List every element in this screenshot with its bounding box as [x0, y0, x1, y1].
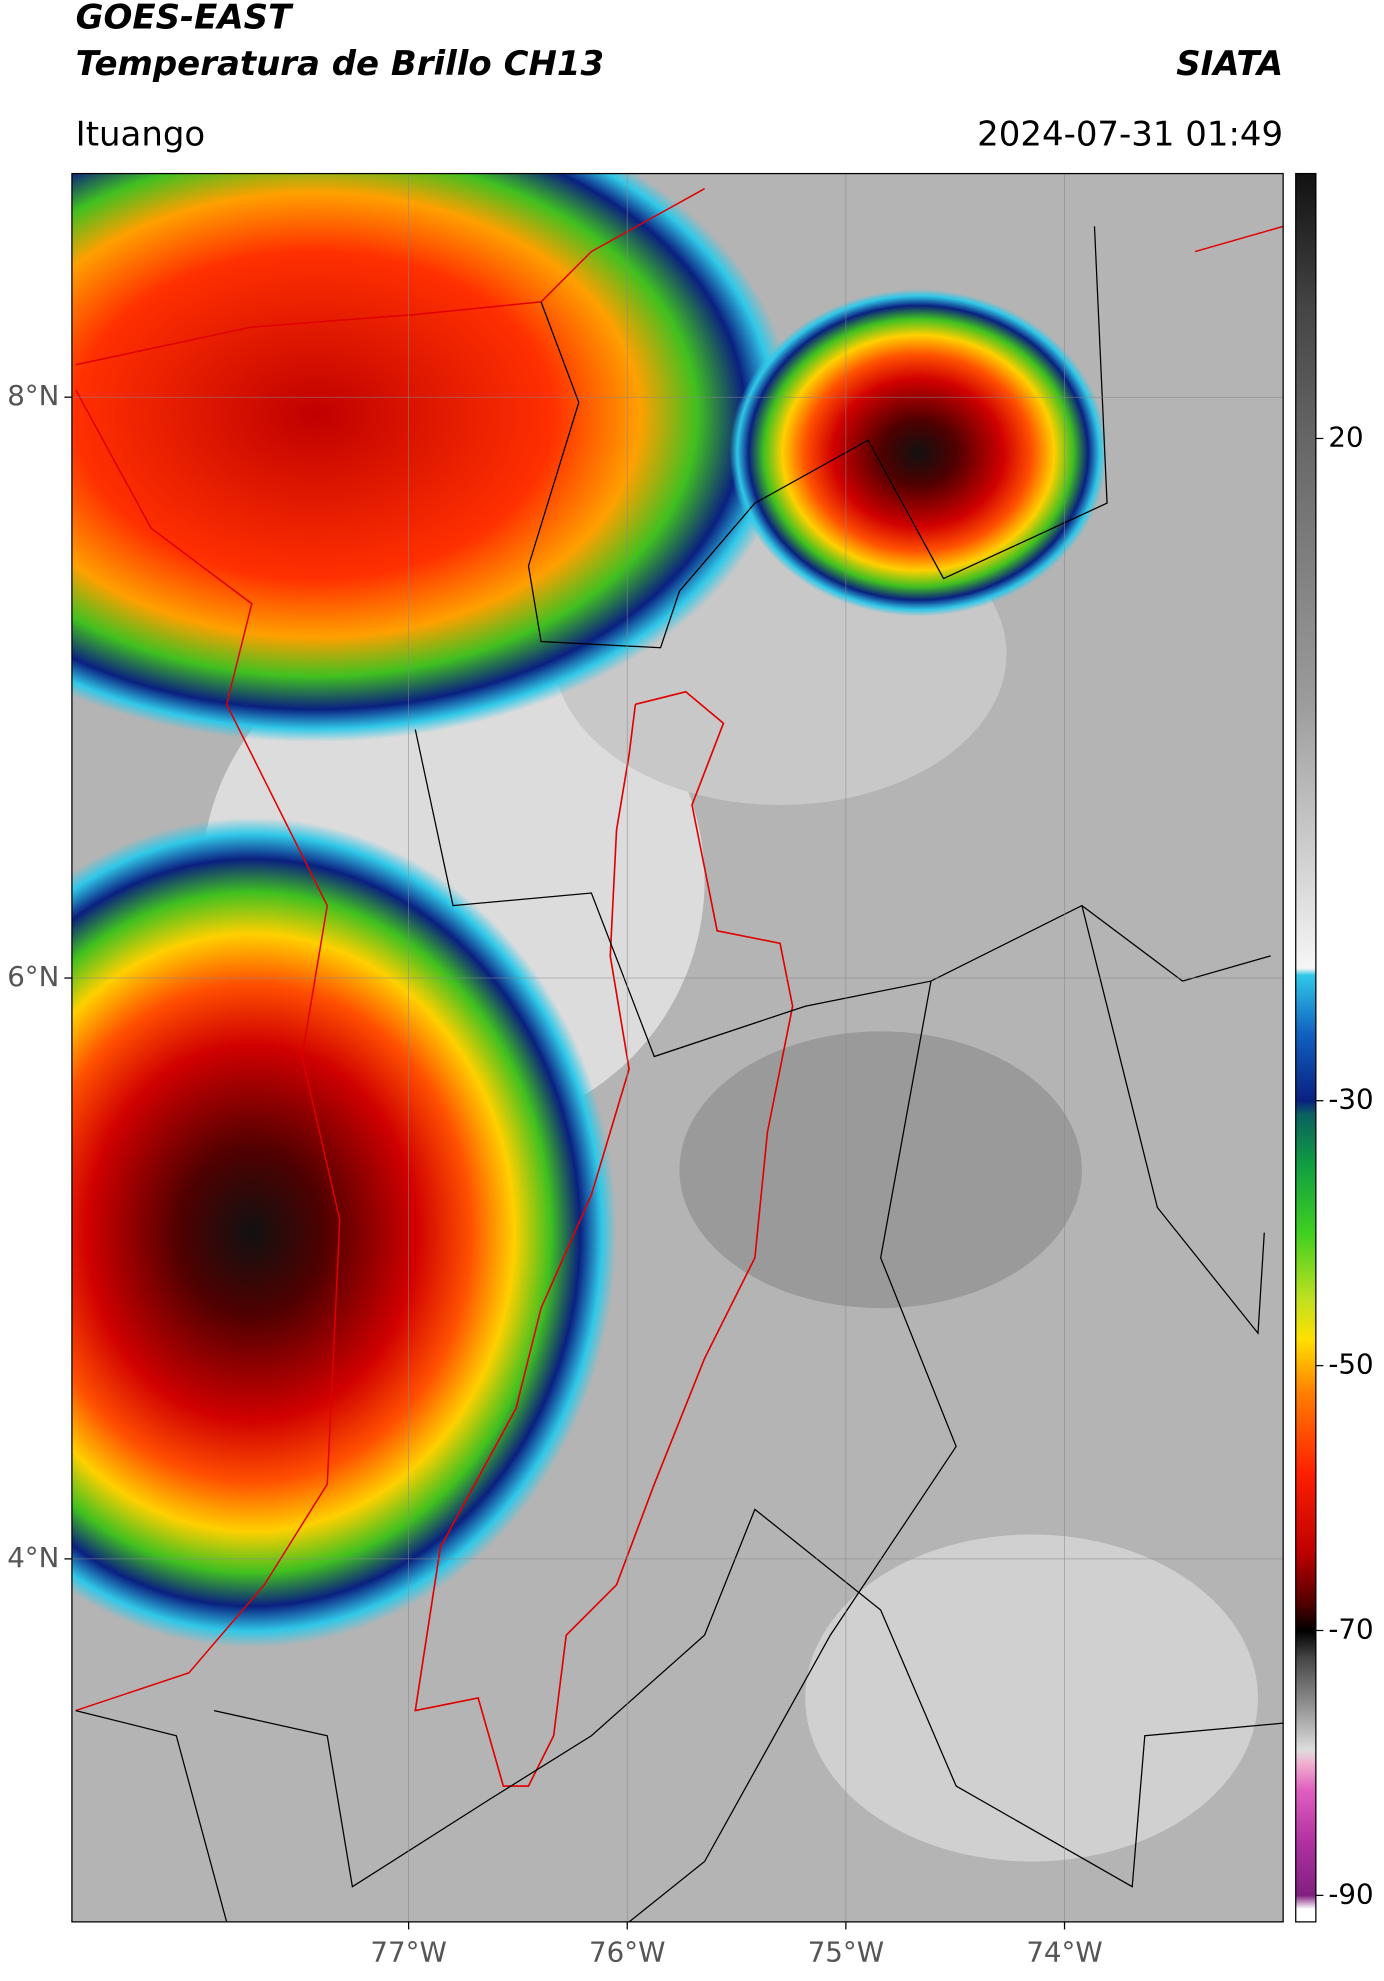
colorbar-tick-label: -70 [1328, 1612, 1373, 1645]
border [527, 226, 1108, 649]
colorbar-segment [1295, 1100, 1316, 1115]
storm [729, 289, 1108, 617]
x-tick-label: 74°W [1026, 1935, 1102, 1968]
x-tick-label: 75°W [808, 1935, 884, 1968]
border [213, 1508, 1284, 1888]
colorbar-segment [1295, 438, 1316, 704]
colorbar-tick-label: -50 [1328, 1348, 1373, 1381]
colorbar-segment [1295, 1895, 1316, 1910]
region-outline [414, 690, 794, 1787]
coastline [75, 188, 705, 366]
cloud [805, 1534, 1258, 1862]
colorbar-segment [1295, 1299, 1316, 1340]
colorbar-segment [1295, 1551, 1316, 1605]
colorbar-segment [1295, 173, 1316, 307]
colorbar-segment [1295, 1166, 1316, 1234]
colorbar-segment [1295, 1604, 1316, 1631]
coastline [75, 389, 341, 1712]
region: Ituango [76, 114, 206, 154]
colorbar-segment [1295, 1709, 1316, 1751]
storm [71, 173, 793, 742]
colorbar-segment [1295, 974, 1316, 1035]
x-tick-label: 77°W [370, 1935, 446, 1968]
colorbar-segment [1295, 1113, 1316, 1168]
colorbar-segment [1295, 1630, 1316, 1658]
colorbar-frame [1295, 172, 1317, 1923]
cloud [679, 1031, 1082, 1309]
colorbar-segment [1295, 1339, 1316, 1393]
colorbar-tick-label: -90 [1328, 1877, 1373, 1910]
title: GOES-EAST [76, 0, 294, 37]
colorbar-segment [1295, 1233, 1316, 1300]
colorbar: 20 -30 -50 -70 -90 [1295, 173, 1374, 1922]
storm [71, 817, 617, 1648]
source: SIATA [1176, 44, 1283, 84]
map-image [71, 173, 1284, 1922]
map-frame [71, 172, 1284, 1923]
colorbar-segment [1295, 703, 1316, 969]
colorbar-segment [1295, 1656, 1316, 1711]
colorbar-segment [1295, 1471, 1316, 1552]
colorbar-segment [1295, 1842, 1316, 1896]
colorbar-segment [1295, 1789, 1316, 1843]
border [628, 980, 957, 1922]
colorbar-segment [1295, 1392, 1316, 1472]
y-tick-label: 6°N [7, 960, 59, 993]
colorbar-segment [1295, 968, 1316, 976]
timestamp: 2024-07-31 01:49 [977, 114, 1283, 154]
colorbar-segment [1295, 306, 1316, 439]
subtitle: Temperatura de Brillo CH13 [76, 44, 604, 84]
colorbar-segment [1295, 1908, 1316, 1922]
colorbar-tick-label: 20 [1328, 420, 1363, 453]
coastline [1194, 225, 1284, 253]
border [75, 1709, 228, 1922]
border [1081, 905, 1265, 1335]
colorbar-segment [1295, 1749, 1316, 1764]
y-tick-label: 8°N [7, 379, 59, 412]
border [414, 729, 1271, 1058]
colorbar-tick-label: -30 [1328, 1083, 1373, 1116]
colorbar-segment [1295, 1034, 1316, 1102]
y-tick-label: 4°N [7, 1541, 59, 1574]
colorbar-segment [1295, 1762, 1316, 1790]
x-tick-label: 76°W [589, 1935, 665, 1968]
grid: 77°W 76°W 75°W 74°W 8°N 6°N 4°N [7, 173, 1284, 1968]
